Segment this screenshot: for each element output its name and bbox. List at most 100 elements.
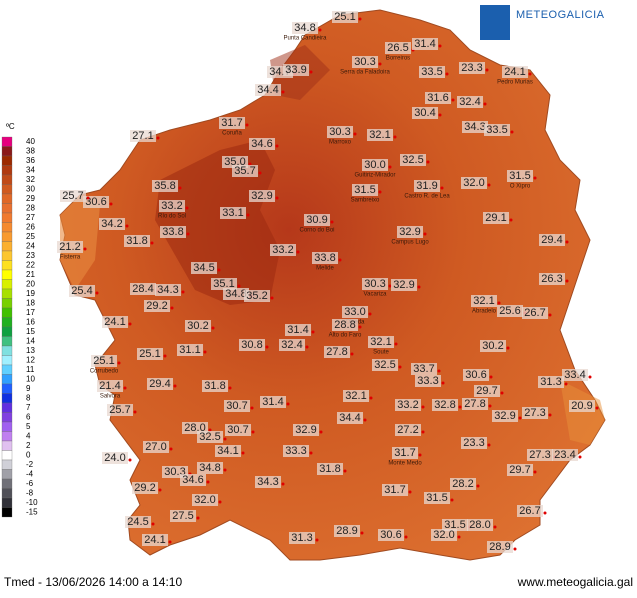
caption: Tmed - 13/06/2026 14:00 a 14:10 xyxy=(4,575,182,589)
station-value: 32.1 xyxy=(369,129,390,141)
station-label-bg xyxy=(224,400,250,412)
legend-label: 32 xyxy=(26,175,35,184)
station-value: 24.1 xyxy=(504,66,525,78)
station-value: 23.3 xyxy=(463,437,484,449)
station-label-bg xyxy=(562,369,588,381)
station-label-bg xyxy=(285,324,311,336)
station-value: 25.6 xyxy=(499,305,520,317)
station-value: 28.0 xyxy=(184,422,205,434)
station-label-bg xyxy=(352,56,378,68)
station-label-bg xyxy=(461,177,487,189)
station-label-bg xyxy=(270,244,296,256)
station-name: Abradelo xyxy=(472,309,497,315)
station-label-bg xyxy=(279,339,305,351)
station-label-bg xyxy=(332,11,358,23)
station-value: 25.1 xyxy=(93,355,114,367)
station-value: 31.3 xyxy=(540,376,561,388)
station-value: 32.4 xyxy=(459,96,480,108)
station-dot xyxy=(196,516,200,520)
logo-text: METEOGALICIA xyxy=(516,9,605,21)
station-value: 33.5 xyxy=(486,124,507,136)
legend-unit: ºC xyxy=(6,122,15,131)
legend-swatch xyxy=(1,307,13,318)
station-value: 27.8 xyxy=(326,346,347,358)
station-dot xyxy=(509,218,513,222)
station-label-bg xyxy=(538,376,564,388)
legend-swatch xyxy=(1,288,13,299)
station-label-bg xyxy=(239,339,265,351)
station-dot xyxy=(133,410,137,414)
station-dot xyxy=(237,284,241,288)
legend-label: 6 xyxy=(26,412,31,421)
station-dot xyxy=(217,268,221,272)
legend-swatch xyxy=(1,469,13,480)
station-dot xyxy=(440,186,444,190)
station-value: 34.3 xyxy=(257,476,278,488)
station-dot xyxy=(156,136,160,140)
legend-swatch xyxy=(1,336,13,347)
station-label-bg xyxy=(368,336,394,348)
station-label-bg xyxy=(97,380,123,392)
station-value: 29.7 xyxy=(509,464,530,476)
legend-swatch xyxy=(1,231,13,242)
station-value: 28.9 xyxy=(336,525,357,537)
station-label-bg xyxy=(147,378,173,390)
legend-swatch xyxy=(1,165,13,176)
station-label-bg xyxy=(170,510,196,522)
station-dot xyxy=(489,375,493,379)
station-label-bg xyxy=(132,482,158,494)
legend-label: 40 xyxy=(26,137,35,146)
station-name: Guitiriz-Mirador xyxy=(354,173,395,179)
station-value: 25.7 xyxy=(109,404,130,416)
legend-label: 25 xyxy=(26,232,35,241)
legend-swatch xyxy=(1,203,13,214)
station-dot xyxy=(305,345,309,349)
legend-swatch xyxy=(1,269,13,280)
legend-swatch xyxy=(1,431,13,442)
station-label-bg xyxy=(450,478,476,490)
station-label-bg xyxy=(395,399,421,411)
station-value: 33.7 xyxy=(413,363,434,375)
station-dot xyxy=(445,72,449,76)
hot-zone xyxy=(155,140,280,305)
station-label-bg xyxy=(412,38,438,50)
station-dot xyxy=(578,455,582,459)
station-dot xyxy=(250,406,254,410)
station-label-bg xyxy=(415,375,441,387)
legend-swatch xyxy=(1,174,13,185)
station-label-bg xyxy=(507,464,533,476)
station-value: 34.8 xyxy=(294,22,315,34)
station-dot xyxy=(417,285,421,289)
station-label-bg xyxy=(60,190,86,202)
station-dot xyxy=(163,354,167,358)
station-value: 28.8 xyxy=(334,319,355,331)
station-name: Corrubedo xyxy=(90,369,119,375)
station-value: 30.8 xyxy=(241,339,262,351)
station-value: 33.9 xyxy=(285,64,306,76)
station-value: 32.9 xyxy=(494,410,515,422)
station-value: 28.2 xyxy=(452,478,473,490)
station-dot xyxy=(208,428,212,432)
legend-swatch xyxy=(1,222,13,233)
station-label-bg xyxy=(457,96,483,108)
station-name: Borreiros xyxy=(386,56,410,62)
station-label-bg xyxy=(432,399,458,411)
legend-label: 0 xyxy=(26,450,31,459)
station-label-bg xyxy=(522,307,548,319)
station-dot xyxy=(378,62,382,66)
station-value: 31.5 xyxy=(426,492,447,504)
legend-label: 4 xyxy=(26,431,31,440)
station-dot xyxy=(95,291,99,295)
station-dot xyxy=(487,443,491,447)
station-dot xyxy=(548,413,552,417)
station-label-bg xyxy=(382,484,408,496)
station-label-bg xyxy=(249,190,275,202)
legend-label: 12 xyxy=(26,355,35,364)
station-dot xyxy=(487,183,491,187)
station-value: 31.6 xyxy=(427,92,448,104)
legend-swatch xyxy=(1,478,13,489)
station-label-bg xyxy=(552,449,578,461)
station-value: 29.1 xyxy=(485,212,506,224)
station-label-bg xyxy=(517,505,543,517)
